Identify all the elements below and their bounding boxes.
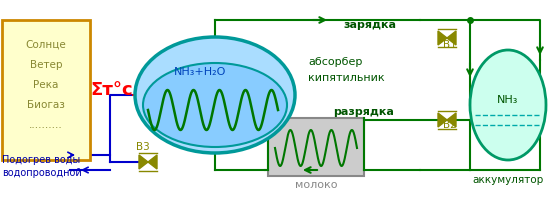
Text: водопроводной: водопроводной [2, 168, 82, 178]
Text: Биогаз: Биогаз [27, 100, 65, 110]
Ellipse shape [143, 63, 287, 147]
Text: кипятильник: кипятильник [308, 73, 385, 83]
FancyBboxPatch shape [2, 20, 90, 160]
Text: молоко: молоко [295, 180, 337, 190]
Polygon shape [148, 155, 157, 169]
Ellipse shape [135, 37, 295, 153]
Text: ..........: .......... [29, 120, 63, 130]
Polygon shape [438, 31, 447, 45]
Text: разрядка: разрядка [334, 107, 394, 117]
Text: Σт°c: Σт°c [91, 81, 133, 99]
Text: зарядка: зарядка [344, 20, 397, 30]
Text: Ветер: Ветер [30, 60, 62, 70]
Polygon shape [139, 155, 148, 169]
Text: Солнце: Солнце [26, 40, 66, 50]
Text: В1: В1 [443, 40, 457, 50]
FancyBboxPatch shape [268, 118, 364, 176]
Ellipse shape [470, 50, 546, 160]
Polygon shape [447, 113, 456, 127]
Text: Река: Река [33, 80, 58, 90]
Text: В3: В3 [136, 142, 150, 152]
Polygon shape [438, 113, 447, 127]
Text: NH₃: NH₃ [497, 95, 519, 105]
Text: абсорбер: абсорбер [308, 57, 363, 67]
Text: NH₃+H₂O: NH₃+H₂O [174, 67, 226, 77]
Text: В2: В2 [443, 120, 457, 130]
Text: Подогрев воды: Подогрев воды [2, 155, 80, 165]
Polygon shape [447, 31, 456, 45]
Text: аккумулятор: аккумулятор [472, 175, 544, 185]
